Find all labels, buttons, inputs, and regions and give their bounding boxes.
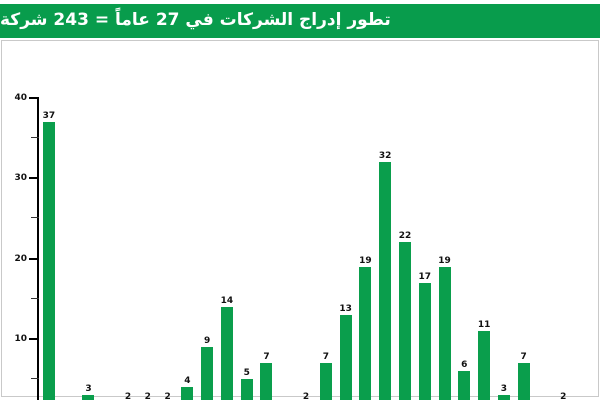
bar-value-label: 13 xyxy=(339,303,352,314)
bar-value-label: 7 xyxy=(263,351,270,362)
bar-value-label: 9 xyxy=(204,335,211,346)
banner: تطور إدراج الشركات في 27 عاماً = 243 شرك… xyxy=(0,4,600,38)
bar-group-2006: 222006 xyxy=(395,98,415,400)
bar xyxy=(201,346,214,400)
bar-group-1984: 371984 xyxy=(39,98,59,400)
bar xyxy=(359,266,372,400)
bar-group-1993: 21993 xyxy=(158,98,178,400)
bar xyxy=(319,362,332,400)
y-axis-minor-tick xyxy=(31,217,39,219)
bar xyxy=(82,394,95,400)
bar-group-2007: 172007 xyxy=(415,98,435,400)
bar xyxy=(517,362,530,400)
bar xyxy=(240,378,253,400)
bar-value-label: 7 xyxy=(322,351,329,362)
chart-title: تطور إدراج الشركات في 27 عاماً = 243 شرك… xyxy=(0,10,391,30)
bar-group-2001: 22001 xyxy=(296,98,316,400)
bar-value-label: 2 xyxy=(560,391,567,400)
y-axis-minor-tick xyxy=(31,297,39,299)
bar-group-1989: 21989 xyxy=(118,98,138,400)
bar-group-2000: 12000 xyxy=(276,98,296,400)
bar-value-label: 2 xyxy=(164,391,171,400)
bar-value-label: 3 xyxy=(500,383,507,394)
plot-area: 0102030403719841198531987119882198921990… xyxy=(14,93,593,400)
y-axis-major-tick xyxy=(29,337,39,340)
y-axis-minor-tick xyxy=(31,377,39,379)
bar-group-2009: 62009 xyxy=(454,98,474,400)
y-axis-major-tick xyxy=(29,97,39,99)
bar-value-label: 22 xyxy=(398,231,412,242)
bar-group-2010: 112010 xyxy=(474,98,494,400)
bar-group-1990: 21990 xyxy=(138,98,158,400)
bar xyxy=(181,386,194,400)
y-axis-tick-label: 10 xyxy=(14,333,27,344)
y-axis-tick-label: 30 xyxy=(14,173,27,184)
bar-group-2003: 132003 xyxy=(336,98,356,400)
bar-group-1996: 91996 xyxy=(197,98,217,400)
bar xyxy=(220,306,233,400)
bar-group-2015: 12015 xyxy=(573,98,593,400)
bar-group-1987: 31987 xyxy=(79,98,99,400)
y-axis-tick-label: 20 xyxy=(14,253,27,264)
bar-value-label: 19 xyxy=(359,255,372,266)
bar-group-2014: 22014 xyxy=(553,98,573,400)
bar-group-2013: 12013 xyxy=(534,98,554,400)
bar xyxy=(478,330,491,400)
bar-group-2004: 192004 xyxy=(356,98,376,400)
y-axis-minor-tick xyxy=(31,137,39,139)
bar-value-label: 7 xyxy=(520,351,527,362)
bar-group-1998: 51998 xyxy=(237,98,257,400)
bar-value-label: 2 xyxy=(124,391,132,400)
bar-group-1985: 11985 xyxy=(59,98,79,400)
bar-group-1988: 11988 xyxy=(98,98,118,400)
bar-group-2008: 192008 xyxy=(435,98,455,400)
bar-group-2011: 32011 xyxy=(494,98,514,400)
bar-group-2005: 322005 xyxy=(375,98,395,400)
bar-group-2002: 72002 xyxy=(316,98,336,400)
bar-value-label: 17 xyxy=(418,271,431,282)
bar xyxy=(418,282,431,400)
y-axis-major-tick xyxy=(29,257,39,260)
bar-value-label: 3 xyxy=(85,383,92,394)
bar xyxy=(438,266,451,400)
bar-group-1997: 141997 xyxy=(217,98,237,400)
bar xyxy=(42,122,55,400)
bar xyxy=(339,314,352,400)
bar-value-label: 14 xyxy=(220,295,234,306)
bar-value-label: 5 xyxy=(243,367,250,378)
bar-value-label: 4 xyxy=(184,375,191,386)
y-axis-tick-label: 40 xyxy=(14,93,27,103)
bar-value-label: 11 xyxy=(477,319,491,330)
bar xyxy=(379,162,392,400)
bar xyxy=(458,370,471,400)
bar xyxy=(260,362,273,400)
bar-value-label: 2 xyxy=(302,391,310,400)
bar-value-label: 32 xyxy=(378,151,392,162)
bar-value-label: 6 xyxy=(461,359,468,370)
bar-value-label: 37 xyxy=(42,111,56,122)
chart-frame: 0102030403719841198531987119882198921990… xyxy=(1,40,599,400)
y-axis-major-tick xyxy=(29,177,39,180)
bar-group-1999: 71999 xyxy=(257,98,277,400)
bar xyxy=(497,394,510,400)
bar xyxy=(398,242,411,400)
bar-group-1995: 41995 xyxy=(177,98,197,400)
bar-value-label: 19 xyxy=(438,255,451,266)
bar-value-label: 2 xyxy=(144,391,151,400)
bar-group-2012: 72012 xyxy=(514,98,534,400)
